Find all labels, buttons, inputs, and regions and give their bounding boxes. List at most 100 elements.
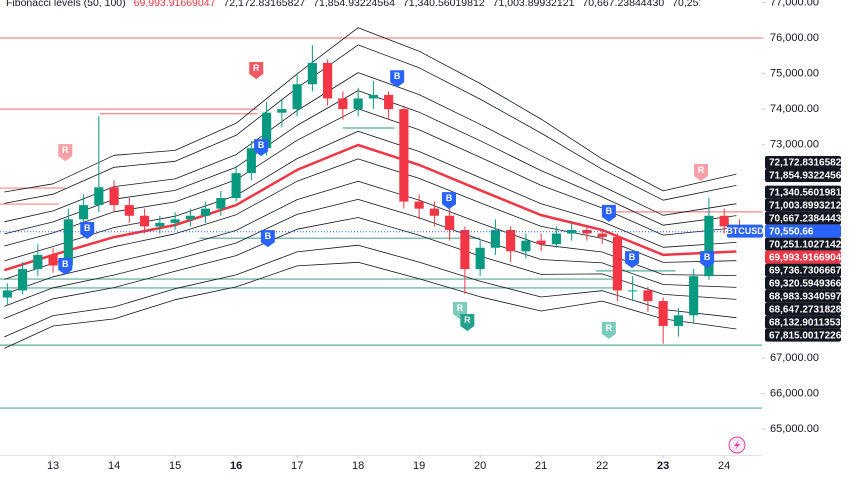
signal-marker: B <box>80 221 95 239</box>
signal-marker: B <box>390 70 405 88</box>
signal-pin <box>58 144 73 162</box>
signal-marker: R <box>460 314 475 332</box>
candle-body <box>384 94 394 110</box>
y-tick-label: 73,000.00 <box>770 139 819 151</box>
signal-marker: B <box>442 192 457 210</box>
candle-body <box>124 205 134 216</box>
value-tag <box>765 211 841 225</box>
candle-body <box>597 233 607 238</box>
x-tick-label: 16 <box>230 460 242 472</box>
value-tag-label: 68,132.90113530 <box>769 317 847 328</box>
candle-body <box>307 62 317 85</box>
y-tick-label: 76,000.00 <box>770 32 819 44</box>
signal-label: B <box>394 71 401 81</box>
candle-body <box>109 187 119 206</box>
x-tick-label: 24 <box>718 460 730 472</box>
x-tick-label: 23 <box>657 460 669 472</box>
signal-label: B <box>606 206 613 216</box>
value-tag <box>765 289 841 303</box>
x-tick-label: 15 <box>169 460 181 472</box>
y-tick-label: 66,000.00 <box>770 387 819 399</box>
candle-body <box>429 208 439 216</box>
candle-body <box>94 187 104 206</box>
indicator-value: 71,854.93224564 <box>313 0 395 9</box>
signal-marker: B <box>254 139 269 157</box>
signal-pin <box>80 221 95 239</box>
candle-body <box>643 290 653 302</box>
signal-pin <box>58 257 73 275</box>
value-tag <box>765 237 841 251</box>
signal-marker: B <box>700 251 715 269</box>
symbol-tag <box>727 224 763 238</box>
value-tag-label: 72,172.83165827 <box>769 158 847 169</box>
candle-body <box>323 62 333 99</box>
signal-pin <box>442 192 457 210</box>
candle-body <box>231 173 241 198</box>
value-tag <box>765 185 841 199</box>
fib-band <box>4 217 737 319</box>
x-tick-label: 14 <box>108 460 120 472</box>
candle-body <box>673 315 683 326</box>
candle-body <box>155 222 165 227</box>
value-tag-label: 69,736.73066671 <box>769 265 847 276</box>
signal-pin <box>390 70 405 88</box>
y-tick-label: 67,000.00 <box>770 352 819 364</box>
signal-pin <box>601 204 616 222</box>
value-tag <box>765 276 841 290</box>
value-tag <box>765 315 841 329</box>
candle-body <box>17 269 28 291</box>
candle-body <box>445 215 455 230</box>
signal-marker: R <box>693 164 708 182</box>
x-tick-label: 19 <box>413 460 425 472</box>
value-tag <box>765 302 841 316</box>
value-tag <box>765 198 841 212</box>
signal-label: R <box>457 303 464 313</box>
value-tag-label: 69,320.59493664 <box>769 278 847 289</box>
x-tick-label: 20 <box>474 460 486 472</box>
signal-label: R <box>62 145 69 155</box>
candle-body <box>399 109 409 202</box>
candle-body <box>612 237 622 291</box>
candle-body <box>414 201 424 209</box>
fib-band <box>4 27 737 193</box>
candle-body <box>460 229 470 270</box>
candle-body <box>63 219 73 266</box>
value-tag-label: 68,983.93405973 <box>769 291 847 302</box>
candle-body <box>567 229 577 234</box>
value-tag-label: 71,003.89932121 <box>769 200 847 211</box>
candle-body <box>33 254 43 270</box>
x-tick-label: 17 <box>291 460 303 472</box>
signal-pin <box>625 251 640 269</box>
value-tag-label: 70,251.10271422 <box>769 239 847 250</box>
indicator-value: 72,172.83165827 <box>223 0 305 9</box>
signal-label: R <box>464 315 471 325</box>
candle-body <box>521 240 531 252</box>
x-tick-label: 22 <box>596 460 608 472</box>
candle-body <box>551 233 561 245</box>
y-tick-label: 65,000.00 <box>770 423 819 435</box>
candle-body <box>353 98 363 110</box>
candle-body <box>628 290 638 292</box>
candle-body <box>246 148 256 174</box>
value-tag <box>765 169 841 183</box>
value-tag <box>765 224 841 238</box>
candle-body <box>368 94 378 99</box>
symbol-tag-label: BTCUSD <box>726 226 764 236</box>
indicator-legend: Fibonacci levels (50, 100) 69,993.9166904… <box>6 0 700 9</box>
candle-body <box>201 208 211 216</box>
candle-body <box>658 301 668 326</box>
candle-body <box>338 98 348 110</box>
y-tick-label: 74,000.00 <box>770 103 819 115</box>
candle-body <box>277 109 287 113</box>
candle-body <box>490 229 500 248</box>
signal-pin <box>693 164 708 182</box>
candle-body <box>216 197 226 209</box>
value-tag-label: 69,993.91669047 <box>769 252 847 263</box>
indicator-value: 71,003.89932121 <box>493 0 575 9</box>
candle-body <box>506 229 516 252</box>
candle-body <box>536 240 546 245</box>
candle-body <box>582 229 592 234</box>
